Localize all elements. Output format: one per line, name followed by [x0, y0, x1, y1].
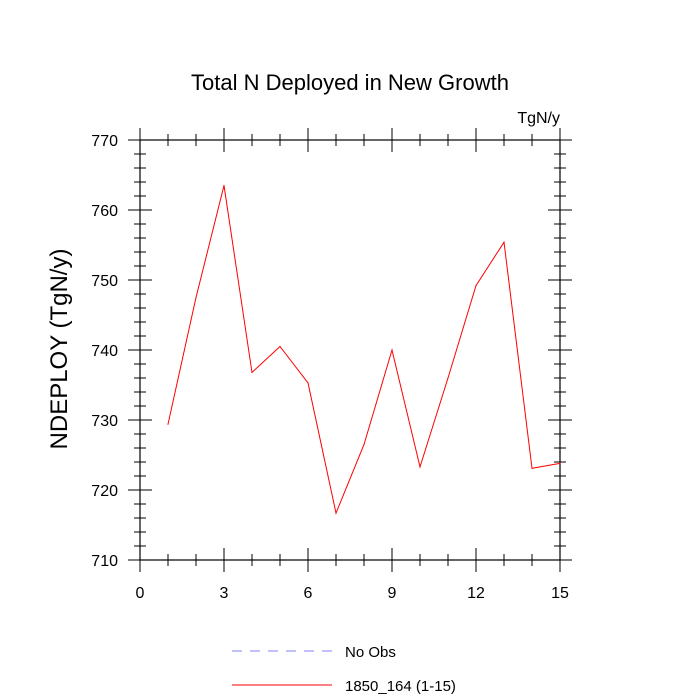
data-point: [419, 466, 421, 468]
y-tick-label: 760: [91, 203, 118, 220]
y-tick-label: 710: [91, 553, 118, 570]
legend-label-no-obs: No Obs: [345, 644, 396, 661]
x-tick-label: 6: [304, 585, 313, 602]
data-point: [251, 371, 253, 373]
y-axis-ticks: 710 720 730 740 750 760 770: [91, 133, 572, 570]
data-point: [167, 423, 169, 425]
y-tick-label: 720: [91, 483, 118, 500]
y-axis-label: NDEPLOY (TgN/y): [46, 249, 73, 450]
x-tick-label: 3: [220, 585, 229, 602]
data-point: [279, 345, 281, 348]
data-point: [363, 443, 365, 446]
data-point: [307, 382, 309, 384]
y-tick-label: 730: [91, 413, 118, 430]
chart-title: Total N Deployed in New Growth: [191, 70, 509, 95]
data-series: [167, 184, 561, 515]
legend: No Obs 1850_164 (1-15): [232, 644, 456, 695]
data-point: [223, 184, 225, 187]
data-point: [559, 462, 561, 464]
data-point: [475, 285, 477, 287]
data-point: [335, 512, 337, 514]
x-tick-label: 9: [388, 585, 397, 602]
data-point: [447, 377, 449, 379]
units-label: TgN/y: [517, 110, 560, 127]
data-point: [503, 241, 505, 243]
y-tick-label: 770: [91, 133, 118, 150]
y-tick-label: 740: [91, 343, 118, 360]
legend-label-series: 1850_164 (1-15): [345, 678, 456, 695]
x-tick-label: 15: [551, 585, 569, 602]
x-axis-ticks: 0 3 6 9 12 15: [136, 128, 569, 602]
x-tick-label: 12: [467, 585, 485, 602]
series-line: [167, 185, 561, 515]
data-point: [531, 467, 533, 469]
data-point: [391, 349, 393, 351]
plot-frame: [139, 139, 561, 561]
y-tick-label: 750: [91, 273, 118, 290]
data-point: [195, 296, 197, 299]
x-tick-label: 0: [136, 585, 145, 602]
